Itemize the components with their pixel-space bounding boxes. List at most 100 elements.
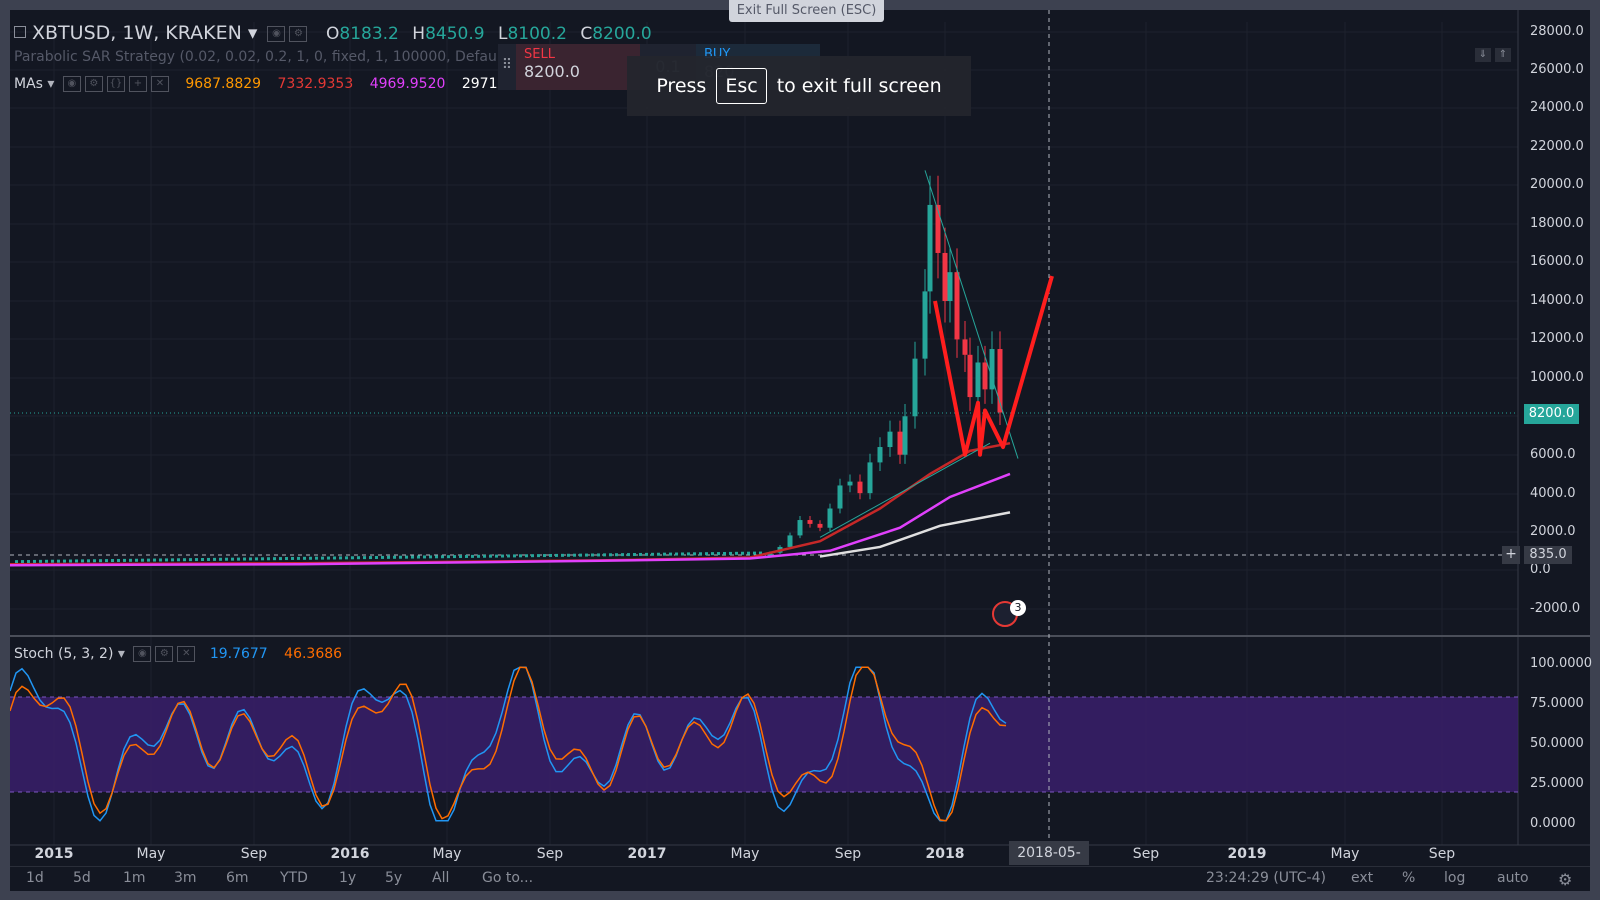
toast-text: to exit full screen [776, 75, 942, 97]
timeframe-1d[interactable]: 1d [26, 870, 44, 886]
candle-body [255, 557, 258, 561]
price-tick-label: 10000.0 [1530, 370, 1584, 385]
event-count-badge: 3 [1010, 600, 1026, 616]
candle-body [597, 553, 600, 557]
gear-icon[interactable]: ⚙ [84, 76, 103, 92]
candle-body [327, 556, 330, 560]
stoch-label: Stoch (5, 3, 2) [14, 646, 114, 662]
strategy-legend[interactable]: Parabolic SAR Strategy (0.02, 0.02, 0.2,… [14, 49, 511, 65]
close-icon[interactable]: ✕ [150, 76, 169, 92]
log-toggle[interactable]: log [1444, 870, 1466, 886]
candle-body [935, 204, 941, 253]
candle-body [237, 557, 240, 561]
esc-key: Esc [716, 68, 767, 104]
timeframe-5d[interactable]: 5d [73, 870, 91, 886]
eye-icon[interactable]: ◉ [267, 25, 286, 42]
candle-body [417, 555, 420, 559]
candle-body [753, 551, 756, 555]
candle-body [135, 558, 138, 562]
candle-body [837, 485, 843, 509]
ohlc-values: O8183.2 H8450.9 L8100.2 C8200.0 [326, 24, 652, 44]
candle-body [693, 552, 696, 556]
auto-toggle[interactable]: auto [1497, 870, 1529, 886]
time-tick-label: May [730, 846, 760, 862]
arrow-up-icon[interactable]: ⇑ [1495, 48, 1511, 62]
candle-body [519, 554, 522, 558]
candle-body [817, 523, 823, 528]
candle-body [681, 552, 684, 556]
source-icon[interactable]: {} [106, 76, 125, 92]
candle-body [723, 551, 726, 555]
exit-fullscreen-button[interactable]: Exit Full Screen (ESC) [729, 0, 884, 22]
candle-body [165, 558, 168, 562]
price-tick-label: 22000.0 [1530, 139, 1584, 154]
candle-body [603, 553, 606, 557]
timeframe-3m[interactable]: 3m [174, 870, 197, 886]
chart-grid [10, 10, 1590, 846]
time-tick-label: Sep [240, 846, 268, 862]
sell-button[interactable]: SELL 8200.0 [516, 44, 640, 90]
candle-body [699, 552, 702, 556]
timeframe-5y[interactable]: 5y [385, 870, 403, 886]
ma-line [9, 472, 1011, 567]
percent-toggle[interactable]: % [1402, 870, 1416, 886]
candle-body [922, 291, 928, 359]
candle-body [123, 558, 126, 562]
last-price-tag: 8200.0 [1524, 404, 1579, 424]
eye-icon[interactable]: ◉ [62, 76, 81, 92]
crosshair-price-tag: 835.0 [1524, 546, 1572, 564]
plus-icon[interactable]: + [1502, 546, 1520, 564]
gear-icon[interactable]: ⚙ [1558, 870, 1573, 889]
drag-handle-icon[interactable]: ⠿ [498, 44, 516, 90]
symbol-title[interactable]: XBTUSD, 1W, KRAKEN ▾ ◉ ⚙ [14, 22, 308, 44]
trend-line [819, 442, 991, 538]
timeframe-1y[interactable]: 1y [339, 870, 357, 886]
candle-body [767, 552, 773, 557]
candle-body [285, 557, 288, 561]
gear-icon[interactable]: ⚙ [155, 646, 174, 662]
candle-body [27, 560, 30, 564]
candle-body [57, 559, 60, 563]
candle-body [711, 552, 714, 556]
eye-icon[interactable]: ◉ [133, 646, 152, 662]
candle-body [381, 555, 384, 559]
candle-body [399, 555, 402, 559]
time-tick-label: Sep [536, 846, 564, 862]
candle-body [827, 508, 833, 528]
ma-value: 4969.9520 [369, 76, 446, 92]
candle-body [507, 554, 510, 558]
candle-body [201, 557, 204, 561]
price-tick-label: 28000.0 [1530, 24, 1584, 39]
arrow-down-icon[interactable]: ⇓ [1475, 48, 1491, 62]
timeframe-ytd[interactable]: YTD [280, 870, 308, 886]
candle-body [141, 558, 144, 562]
candle-body [525, 554, 528, 558]
timeframe-all[interactable]: All [432, 870, 450, 886]
add-icon[interactable]: + [128, 76, 147, 92]
timeframe-1m[interactable]: 1m [123, 870, 146, 886]
gear-icon[interactable]: ⚙ [289, 25, 308, 42]
candle-body [453, 555, 456, 559]
candle-body [387, 555, 390, 559]
time-tick-label: Sep [1132, 846, 1160, 862]
collapse-icon[interactable] [14, 26, 26, 38]
ext-toggle[interactable]: ext [1351, 870, 1374, 886]
candle-body [501, 554, 504, 558]
candle-body [615, 553, 618, 557]
candle-body [459, 555, 462, 559]
candle-body [591, 553, 594, 557]
stoch-legend[interactable]: Stoch (5, 3, 2) ▾ ◉ ⚙ ✕ 19.7677 46.3686 [14, 646, 343, 662]
candle-body [69, 559, 72, 563]
goto-button[interactable]: Go to... [482, 870, 534, 886]
crosshair-date-tag: 2018-05-07 [1009, 841, 1089, 885]
close-icon[interactable]: ✕ [177, 646, 196, 662]
mas-legend[interactable]: MAs ▾ ◉ ⚙{} + ✕ 9687.8829 7332.9353 4969.95… [14, 76, 538, 92]
price-tick-label: 2000.0 [1530, 524, 1576, 539]
price-tick-label: 12000.0 [1530, 331, 1584, 346]
timeframe-6m[interactable]: 6m [226, 870, 249, 886]
pane-controls: ⇓ ⇑ [1471, 42, 1511, 62]
candle-body [579, 553, 582, 557]
price-tick-label: 24000.0 [1530, 100, 1584, 115]
candle-body [669, 552, 672, 556]
